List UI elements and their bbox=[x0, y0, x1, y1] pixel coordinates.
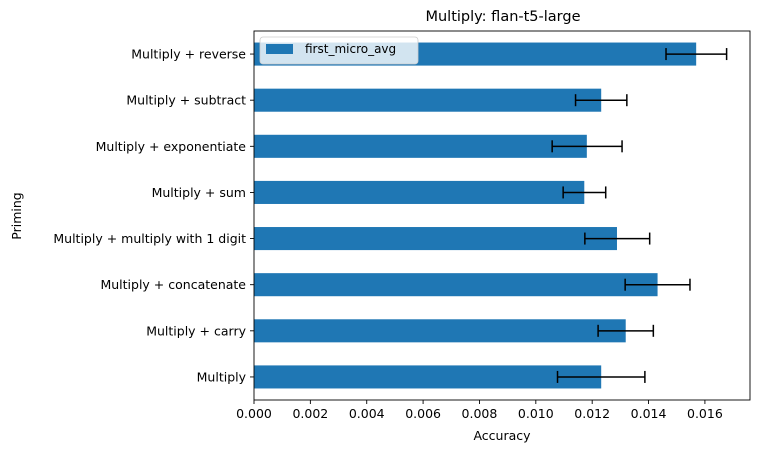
y-tick-label: Multiply + sum bbox=[152, 185, 246, 200]
x-tick-label: 0.014 bbox=[631, 406, 667, 421]
y-axis-label: Priming bbox=[9, 192, 24, 239]
bar bbox=[254, 88, 602, 112]
y-tick-label: Multiply + subtract bbox=[126, 93, 246, 108]
legend-label: first_micro_avg bbox=[305, 42, 396, 56]
y-tick-label: Multiply + reverse bbox=[131, 47, 246, 62]
y-tick-label: Multiply bbox=[197, 369, 247, 384]
x-axis-label: Accuracy bbox=[473, 428, 531, 443]
x-tick-label: 0.010 bbox=[518, 406, 554, 421]
legend-box bbox=[259, 36, 419, 65]
y-axis-ticks: Multiply Multiply + carry Multiply + conca… bbox=[53, 47, 254, 384]
chart-title: Multiply: flan-t5-large bbox=[425, 9, 580, 25]
bar bbox=[254, 227, 617, 251]
plot-area bbox=[254, 31, 750, 400]
y-tick-label: Multiply + exponentiate bbox=[96, 139, 247, 154]
x-tick-label: 0.008 bbox=[462, 406, 498, 421]
x-tick-label: 0.012 bbox=[574, 406, 610, 421]
bar bbox=[254, 273, 658, 297]
bar bbox=[254, 365, 602, 389]
x-tick-label: 0.016 bbox=[687, 406, 723, 421]
x-tick-label: 0.004 bbox=[349, 406, 385, 421]
legend-swatch bbox=[266, 44, 293, 54]
bar bbox=[254, 180, 585, 204]
x-tick-label: 0.000 bbox=[236, 406, 272, 421]
plot-frame bbox=[253, 30, 751, 401]
y-tick-label: Multiply + carry bbox=[146, 323, 246, 338]
bar bbox=[254, 319, 626, 343]
error-bars-group bbox=[551, 48, 728, 383]
bar bbox=[254, 134, 587, 158]
y-tick-label: Multiply + multiply with 1 digit bbox=[53, 231, 246, 246]
y-tick-label: Multiply + concatenate bbox=[100, 277, 246, 292]
x-tick-label: 0.006 bbox=[405, 406, 441, 421]
legend: first_micro_avg bbox=[259, 36, 419, 65]
x-axis-ticks: 0.000 0.002 0.004 0.006 0.008 0.010 0.012 0.014… bbox=[236, 400, 723, 421]
x-tick-label: 0.002 bbox=[292, 406, 328, 421]
